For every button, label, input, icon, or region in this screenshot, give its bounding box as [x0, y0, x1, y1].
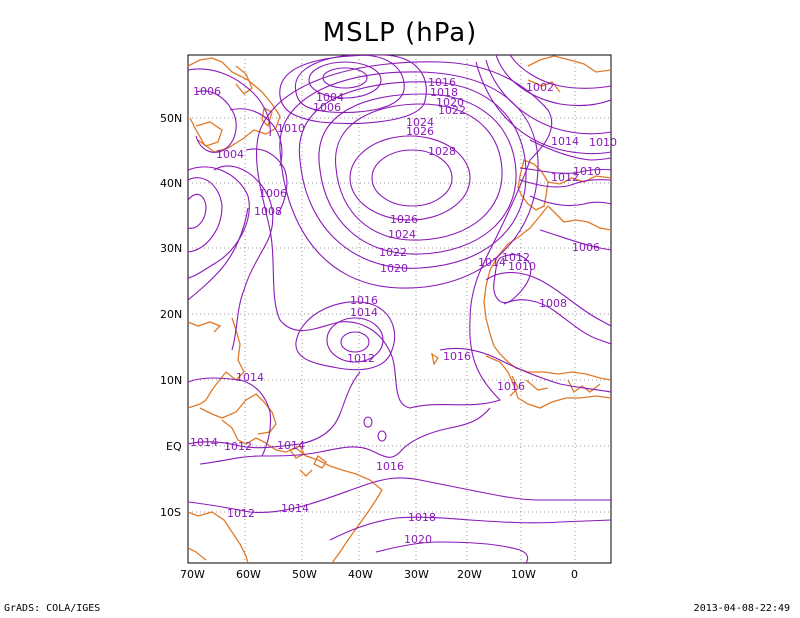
- lat-tick-label: 10N: [160, 374, 182, 387]
- lat-tick-label: 20N: [160, 308, 182, 321]
- contour-label: 1004: [316, 91, 344, 104]
- isobars: [188, 55, 611, 563]
- contour-label: 1016: [428, 76, 456, 89]
- lat-tick-label: 50N: [160, 112, 182, 125]
- contour-label: 1008: [539, 297, 567, 310]
- footer-timestamp: 2013-04-08-22:49: [693, 603, 790, 614]
- lon-tick-label: 50W: [292, 568, 317, 581]
- coastlines: [188, 55, 611, 563]
- contour-label: 1006: [259, 187, 287, 200]
- contour-label: 1026: [406, 125, 434, 138]
- lon-tick-label: 20W: [457, 568, 482, 581]
- lon-tick-label: 30W: [404, 568, 429, 581]
- contour-label: 1024: [388, 228, 416, 241]
- contour-label: 1026: [390, 213, 418, 226]
- lon-tick-label: 10W: [511, 568, 536, 581]
- graticule: [188, 55, 611, 563]
- contour-label: 1022: [438, 104, 466, 117]
- contour-label: 1014: [190, 436, 218, 449]
- contour-label: 1012: [224, 440, 252, 453]
- footer-credit: GrADS: COLA/IGES: [4, 603, 101, 614]
- contour-label: 1010: [277, 122, 305, 135]
- contour-label: 1018: [430, 86, 458, 99]
- longitude-axis: 70W 60W 50W 40W 30W 20W 10W 0: [180, 568, 578, 581]
- contour-label: 1006: [572, 241, 600, 254]
- lat-tick-label: 40N: [160, 177, 182, 190]
- contour-label: 1012: [227, 507, 255, 520]
- contour-label: 1028: [428, 145, 456, 158]
- contour-label: 1010: [508, 260, 536, 273]
- contour-label: 1022: [379, 246, 407, 259]
- contour-label: 1010: [589, 136, 617, 149]
- contour-label: 1016: [376, 460, 404, 473]
- contour-label: 1006: [313, 101, 341, 114]
- contour-label: 1014: [281, 502, 309, 515]
- contour-label: 1020: [380, 262, 408, 275]
- lat-tick-label: 30N: [160, 242, 182, 255]
- contour-label: 1012: [502, 251, 530, 264]
- contour-label: 1012: [347, 352, 375, 365]
- contour-label: 1006: [193, 85, 221, 98]
- contour-label: 1012: [551, 171, 579, 184]
- contour-label: 1018: [408, 511, 436, 524]
- lon-tick-label: 70W: [180, 568, 205, 581]
- contour-label: 1020: [436, 96, 464, 109]
- contour-label: 1014: [478, 256, 506, 269]
- contour-label: 1016: [350, 294, 378, 307]
- contour-label: 1020: [404, 533, 432, 546]
- contour-label: 1016: [497, 380, 525, 393]
- chart-title: MSLP (hPa): [322, 18, 478, 48]
- contour-label: 1014: [236, 371, 264, 384]
- contour-label: 1014: [551, 135, 579, 148]
- contour-label: 1024: [406, 116, 434, 129]
- contour-label: 1002: [526, 81, 554, 94]
- contour-label: 1010: [573, 165, 601, 178]
- lat-tick-label: EQ: [166, 440, 182, 453]
- lon-tick-label: 40W: [348, 568, 373, 581]
- contour-label: 1014: [350, 306, 378, 319]
- lon-tick-label: 0: [571, 568, 578, 581]
- lon-tick-label: 60W: [236, 568, 261, 581]
- contour-label: 1016: [443, 350, 471, 363]
- contour-labels: 1016 1018 1020 1022 1024 1026 1028 1004 …: [190, 76, 617, 546]
- latitude-axis: 50N 40N 30N 20N 10N EQ 10S: [160, 112, 182, 519]
- contour-label: 1014: [277, 439, 305, 452]
- map-frame: [187, 54, 612, 564]
- lat-tick-label: 10S: [160, 506, 181, 519]
- contour-label: 1008: [254, 205, 282, 218]
- contour-label: 1004: [216, 148, 244, 161]
